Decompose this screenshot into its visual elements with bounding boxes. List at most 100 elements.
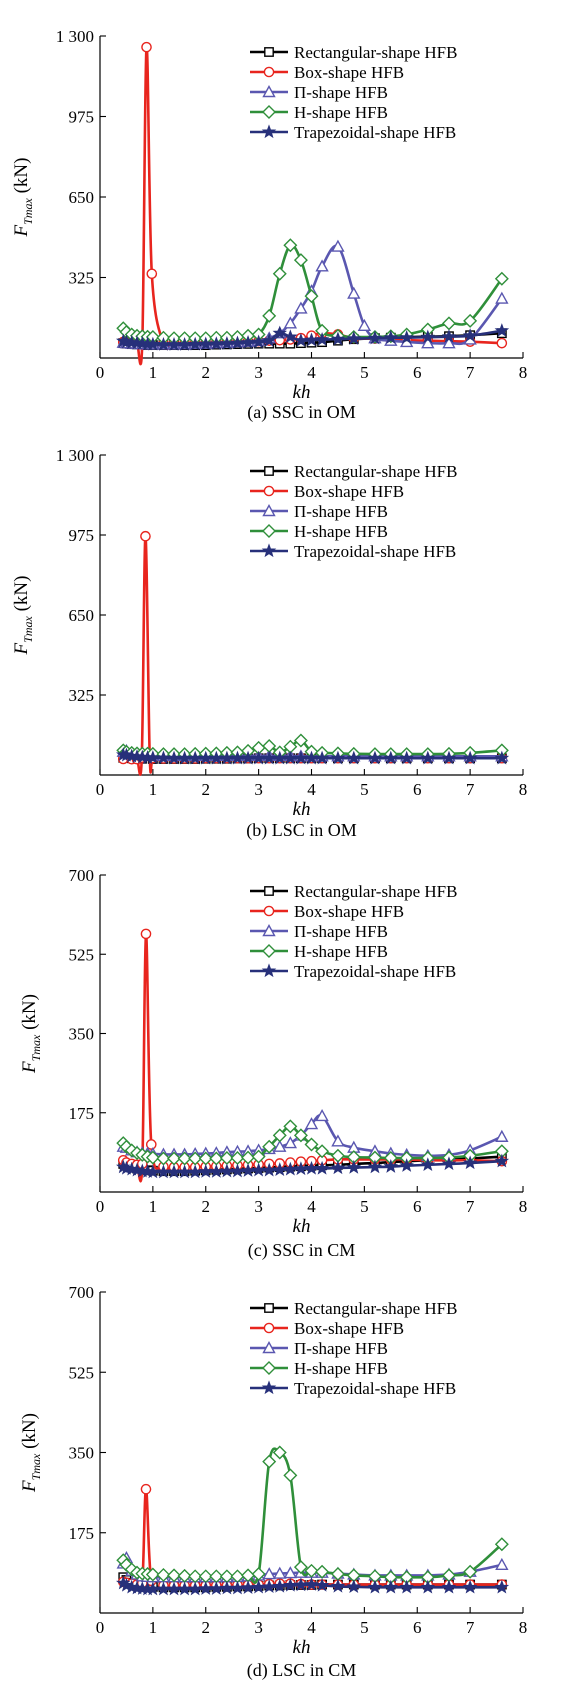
legend-marker — [262, 504, 276, 517]
legend-marker — [261, 543, 277, 558]
y-tick-label: 175 — [69, 1104, 95, 1123]
x-tick-label: 6 — [413, 1618, 422, 1637]
data-point — [262, 1139, 277, 1154]
x-tick-label: 1 — [149, 1197, 158, 1216]
chart-panel-1: 0 1 2 3 4 5 6 7 8 325 650 975 1 300 kh FTmax (kN) Recta… — [11, 446, 527, 841]
legend-marker — [264, 1303, 274, 1313]
data-point — [346, 1159, 362, 1174]
data-point — [496, 337, 508, 349]
data-point — [383, 1579, 399, 1594]
legend-marker — [261, 124, 277, 139]
data-point — [367, 1579, 383, 1594]
x-tick-label: 6 — [413, 780, 422, 799]
data-point — [304, 1576, 319, 1591]
chart-panel-3: 0 1 2 3 4 5 6 7 8 175 350 525 700 kh FTmax (kN) Rectang… — [19, 1283, 527, 1681]
data-point — [383, 750, 399, 765]
data-point — [420, 750, 436, 765]
data-point — [145, 1139, 157, 1150]
data-point — [314, 332, 330, 346]
legend-marker — [262, 924, 276, 937]
data-point — [156, 1567, 171, 1582]
data-point — [494, 271, 509, 286]
data-point — [262, 1454, 277, 1469]
series-star — [116, 747, 510, 765]
legend-label: H-shape HFB — [294, 522, 388, 541]
y-tick-label: 350 — [69, 1444, 95, 1463]
data-point — [283, 238, 298, 253]
y-axis-label: FTmax (kN) — [11, 158, 35, 238]
y-axis-label: FTmax (kN) — [19, 994, 43, 1074]
data-point — [494, 323, 510, 337]
data-point — [441, 1579, 457, 1594]
x-tick-label: 3 — [254, 780, 263, 799]
figure-caption: (c) SSC in CM — [248, 1240, 356, 1261]
data-point — [462, 328, 478, 342]
data-point — [251, 334, 266, 349]
legend-label: Trapezoidal-shape HFB — [294, 1379, 456, 1398]
data-point — [399, 330, 414, 344]
legend-marker — [261, 963, 277, 978]
y-tick-label: 1 300 — [56, 446, 94, 465]
y-axis-label-unit: (kN) — [19, 994, 40, 1035]
data-point — [145, 1150, 160, 1165]
series-star — [116, 1153, 510, 1179]
x-tick-label: 6 — [413, 363, 422, 382]
data-point — [272, 1578, 288, 1593]
legend-marker — [262, 944, 276, 958]
y-tick-label: 325 — [69, 269, 95, 288]
series-line — [123, 534, 502, 776]
y-axis-label-unit: (kN) — [11, 576, 32, 617]
x-tick-label: 3 — [254, 1618, 263, 1637]
data-point — [441, 329, 457, 343]
data-point — [383, 1159, 399, 1173]
x-tick-label: 2 — [202, 1197, 211, 1216]
figure-caption: (d) LSC in CM — [247, 1660, 357, 1681]
data-point — [441, 750, 457, 765]
data-point — [367, 750, 383, 765]
legend-marker — [263, 905, 275, 917]
x-tick-label: 0 — [96, 780, 105, 799]
legend-marker — [262, 1341, 276, 1354]
legend-label: Π-shape HFB — [294, 1339, 388, 1358]
data-point — [399, 750, 414, 765]
legend-label: H-shape HFB — [294, 103, 388, 122]
data-point — [146, 268, 158, 280]
data-point — [293, 733, 308, 748]
legend-marker — [264, 466, 274, 476]
data-point — [399, 1158, 414, 1172]
legend-label: Box-shape HFB — [294, 63, 404, 82]
y-tick-label: 1 300 — [56, 27, 94, 46]
x-tick-label: 6 — [413, 1197, 422, 1216]
data-point — [314, 750, 330, 765]
x-tick-label: 4 — [307, 1197, 316, 1216]
legend-label: Trapezoidal-shape HFB — [294, 962, 456, 981]
data-point — [283, 1468, 298, 1483]
x-tick-label: 8 — [519, 1618, 528, 1637]
series-line — [122, 1447, 503, 1584]
legend-label: Box-shape HFB — [294, 482, 404, 501]
y-tick-label: 700 — [69, 1283, 95, 1302]
data-point — [367, 1159, 383, 1174]
legend-label: Box-shape HFB — [294, 902, 404, 921]
y-tick-label: 650 — [69, 606, 95, 625]
data-point — [420, 329, 436, 344]
legend-marker — [262, 105, 276, 119]
legend-label: Π-shape HFB — [294, 502, 388, 521]
data-point — [367, 330, 383, 345]
data-point — [346, 331, 362, 345]
legend-marker — [263, 1322, 275, 1334]
y-axis-label-unit: (kN) — [11, 158, 32, 199]
x-tick-label: 8 — [519, 780, 528, 799]
data-point — [441, 1156, 457, 1171]
data-point — [314, 1160, 330, 1175]
legend-marker — [262, 1361, 276, 1375]
x-tick-label: 0 — [96, 1618, 105, 1637]
y-tick-label: 975 — [69, 108, 95, 127]
data-point — [262, 1567, 276, 1580]
data-point — [283, 1136, 298, 1149]
x-tick-label: 2 — [202, 363, 211, 382]
data-point — [330, 331, 346, 346]
x-tick-label: 5 — [360, 1197, 369, 1216]
x-tick-label: 4 — [307, 363, 316, 382]
